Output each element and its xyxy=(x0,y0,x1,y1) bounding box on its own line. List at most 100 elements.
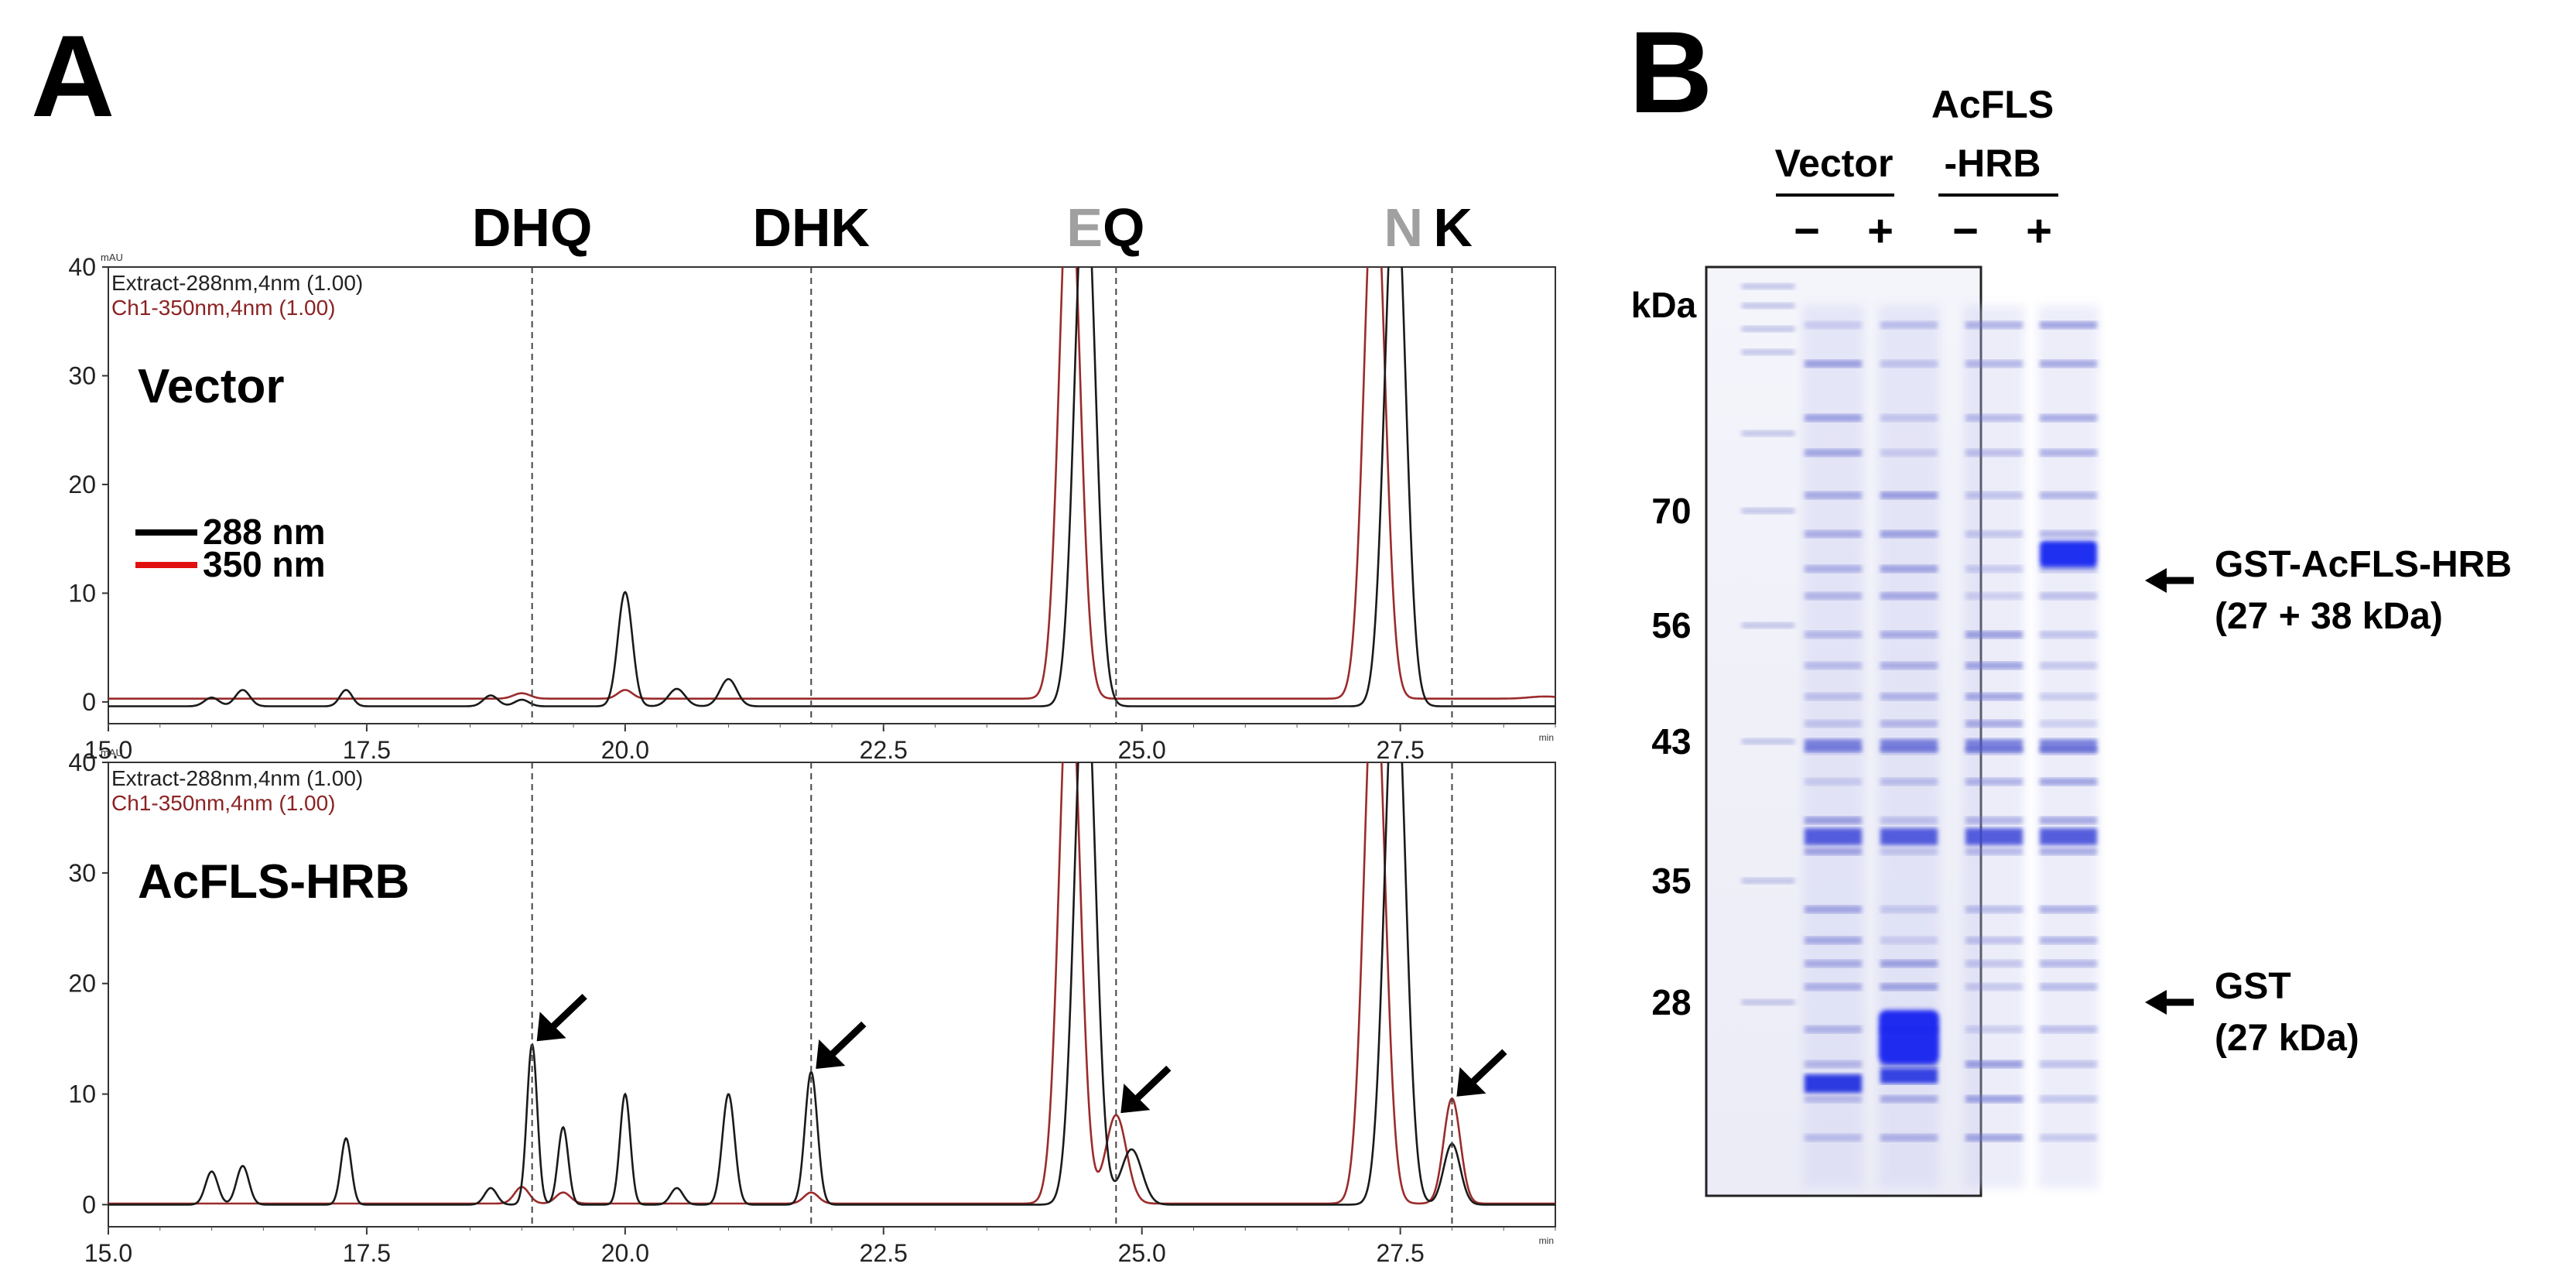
protein-band xyxy=(2040,449,2097,457)
ladder-band xyxy=(1741,622,1795,628)
protein-band xyxy=(1880,906,1938,913)
protein-band xyxy=(1965,360,2023,368)
peak-arrow-shaft xyxy=(548,994,587,1032)
x-unit-label: min xyxy=(1539,1235,1554,1246)
annotation-sublabel: (27 kDa) xyxy=(2215,1018,2359,1059)
protein-band xyxy=(2040,631,2097,639)
x-tick-label: 17.5 xyxy=(343,736,391,764)
peak-arrow-shaft xyxy=(1132,1065,1172,1104)
protein-band-strong xyxy=(1805,828,1862,845)
protein-band xyxy=(1880,937,1938,944)
ladder-band xyxy=(1741,738,1795,745)
protein-band xyxy=(1805,1026,1862,1033)
trace-288nm xyxy=(108,267,1555,707)
peak-arrow-head xyxy=(816,1039,846,1069)
protein-band xyxy=(1965,778,2023,786)
gel-annotation: GST-AcFLS-HRB (27 + 38 kDa) xyxy=(2145,544,2512,637)
protein-band-strong xyxy=(1805,739,1862,752)
x-tick-label: 20.0 xyxy=(601,1239,649,1267)
protein-band xyxy=(2040,720,2097,728)
protein-band-strong xyxy=(1880,828,1938,845)
protein-band-strong xyxy=(1965,828,2023,845)
trace-288nm xyxy=(108,762,1555,1206)
protein-band xyxy=(1805,530,1862,538)
marker-label: 56 xyxy=(1651,605,1691,645)
protein-band xyxy=(1805,778,1862,786)
protein-band-strong xyxy=(1965,739,2023,752)
peak-arrow-head xyxy=(1120,1084,1151,1114)
protein-band xyxy=(1965,983,2023,991)
peak-label: E xyxy=(1066,197,1103,258)
protein-band xyxy=(1880,693,1938,700)
protein-band xyxy=(1880,1095,1938,1103)
band-lane1-low xyxy=(1805,1074,1862,1093)
plot-frame xyxy=(108,266,1556,724)
protein-band xyxy=(1965,906,2023,913)
legend-label: 350 nm xyxy=(203,544,326,584)
annotation-label: GST-AcFLS-HRB xyxy=(2215,544,2512,585)
chromatogram-vector: 0 10 20 30 40 15.0 17.5 20.0 22.5 25.0 27.5 mAU min E… xyxy=(68,252,1556,764)
protein-band xyxy=(2040,565,2097,573)
protein-band xyxy=(2040,960,2097,967)
protein-band xyxy=(1965,1060,2023,1068)
guide-lines xyxy=(531,267,1453,1227)
protein-band xyxy=(1805,1134,1862,1142)
x-unit-label: min xyxy=(1539,732,1554,743)
peak-arrow xyxy=(1456,1049,1507,1097)
protein-band xyxy=(2040,817,2097,824)
gel-bands xyxy=(1741,283,2099,1188)
gel-annotation: GST (27 kDa) xyxy=(2145,966,2359,1059)
ladder-band xyxy=(1741,303,1795,309)
protein-band xyxy=(1880,592,1938,600)
protein-band xyxy=(1805,449,1862,457)
band-lane2-low xyxy=(1880,1068,1938,1084)
protein-band-strong xyxy=(1880,739,1938,752)
protein-band xyxy=(1805,960,1862,967)
chromatogram-acfls-hrb: 0 10 20 30 40 15.0 17.5 20.0 22.5 25.0 27.5 mAU min E… xyxy=(68,747,1556,1267)
protein-band xyxy=(2040,662,2097,669)
trace-350nm xyxy=(108,762,1555,1205)
protein-band xyxy=(1965,937,2023,944)
annotation-arrow-head xyxy=(2145,990,2167,1015)
marker-label: 70 xyxy=(1651,491,1691,531)
ladder-band xyxy=(1741,349,1795,355)
peak-arrow xyxy=(536,994,587,1042)
protein-band-strong xyxy=(2040,739,2097,752)
protein-band xyxy=(2040,778,2097,786)
band-gst xyxy=(1879,1010,1939,1064)
peak-label: N xyxy=(1384,197,1423,258)
panel-title: Vector xyxy=(138,360,285,413)
y-tick-label: 30 xyxy=(68,859,96,887)
protein-band xyxy=(1805,662,1862,669)
panel-a-letter: A xyxy=(31,11,115,141)
group-label: -HRB xyxy=(1945,142,2041,185)
protein-band xyxy=(1965,491,2023,499)
x-tick-label: 27.5 xyxy=(1377,736,1425,764)
channel-label-350: Ch1-350nm,4nm (1.00) xyxy=(111,296,335,320)
protein-band xyxy=(2040,1026,2097,1033)
x-tick-label: 27.5 xyxy=(1377,1239,1425,1267)
annotation-sublabel: (27 + 38 kDa) xyxy=(2215,596,2443,637)
x-tick-label: 22.5 xyxy=(860,1239,908,1267)
y-tick-label: 0 xyxy=(82,1190,96,1218)
y-tick-label: 40 xyxy=(68,253,96,281)
y-tick-label: 40 xyxy=(68,748,96,776)
protein-band xyxy=(1880,530,1938,538)
ladder-band xyxy=(1741,999,1795,1005)
x-tick-label: 25.0 xyxy=(1118,736,1166,764)
protein-band xyxy=(1880,360,1938,368)
protein-band xyxy=(1805,360,1862,368)
protein-band xyxy=(2040,1095,2097,1103)
protein-band xyxy=(2040,906,2097,913)
protein-band xyxy=(1880,960,1938,967)
ladder-band xyxy=(1741,430,1795,437)
protein-band xyxy=(1965,592,2023,600)
lane-symbol: − xyxy=(1952,206,1979,256)
y-tick-label: 30 xyxy=(68,361,96,389)
protein-band xyxy=(1805,983,1862,991)
band-gst-acfls-hrb xyxy=(2040,540,2097,567)
protein-band xyxy=(1965,530,2023,538)
channel-label-350: Ch1-350nm,4nm (1.00) xyxy=(111,791,335,815)
